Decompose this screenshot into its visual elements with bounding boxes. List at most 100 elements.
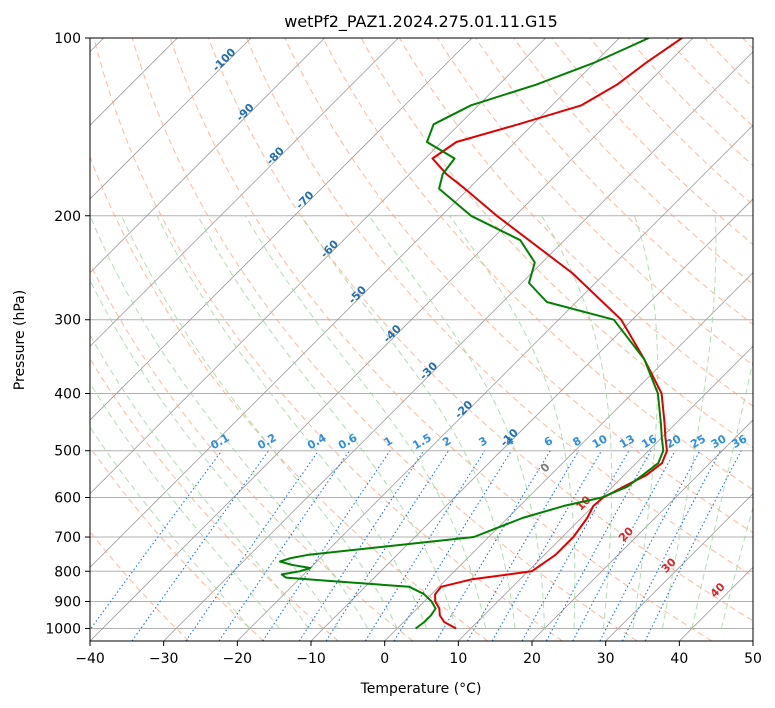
mixing-ratio-line — [185, 450, 320, 641]
dry-adiabat-line — [475, 38, 753, 326]
y-tick-label: 1000 — [45, 621, 81, 637]
y-tick-label: 800 — [54, 564, 81, 580]
mixing-ratio-label: 6 — [542, 434, 555, 449]
moist-adiabat-line — [541, 215, 613, 629]
x-axis-label: Temperature (°C) — [360, 681, 482, 697]
moist-adiabat-line — [90, 279, 339, 629]
isotherm-line — [90, 38, 546, 495]
x-tick-label: −40 — [75, 651, 105, 667]
dry-adiabat-line — [90, 155, 488, 641]
y-tick-label: 400 — [54, 387, 81, 403]
mixing-ratio-line — [621, 450, 721, 641]
x-tick-label: 20 — [523, 651, 541, 667]
mixing-ratio-label: 13 — [617, 432, 637, 451]
moist-adiabat-line — [301, 215, 516, 629]
dry-adiabat-line — [90, 446, 264, 641]
dry-adiabat-line — [589, 38, 753, 206]
dry-adiabat-line — [742, 38, 753, 50]
isotherm-line — [310, 198, 753, 641]
dry-adiabat-line — [513, 38, 753, 285]
moist-adiabat-line — [632, 215, 659, 629]
moist-adiabat-label: 40 — [708, 580, 728, 600]
mixing-ratio-label: 0.1 — [208, 431, 231, 452]
y-axis-label: Pressure (hPa) — [12, 290, 28, 390]
isotherm-line — [90, 38, 694, 641]
mixing-ratio-line — [572, 450, 676, 641]
mixing-ratio-line — [521, 450, 630, 641]
dry-adiabat-line — [208, 38, 753, 622]
mixing-ratio-line — [262, 450, 391, 641]
dry-adiabat-line — [704, 38, 753, 89]
dry-adiabat-line — [246, 38, 753, 578]
isotherm-line — [384, 272, 753, 641]
x-tick-label: 0 — [380, 651, 389, 667]
dry-adiabat-label: -60 — [318, 237, 341, 260]
mixing-ratio-label: 0.4 — [305, 431, 329, 452]
x-tick-label: −10 — [296, 651, 326, 667]
isotherm-line — [90, 38, 252, 200]
dry-adiabat-line — [131, 38, 638, 641]
mixing-ratio-label: 36 — [730, 432, 750, 451]
mixing-ratio-label: 8 — [570, 434, 583, 449]
y-tick-label: 300 — [54, 313, 81, 329]
dry-adiabat-line — [627, 38, 753, 167]
isotherm-line — [90, 38, 399, 347]
y-tick-label: 500 — [54, 444, 81, 460]
y-tick-label: 600 — [54, 490, 81, 506]
dry-adiabat-line — [436, 38, 753, 366]
moist-adiabat-line — [156, 215, 428, 629]
x-tick-label: 30 — [597, 651, 615, 667]
y-tick-label: 900 — [54, 594, 81, 610]
mixing-ratio-line — [325, 450, 450, 641]
dry-adiabat-label: -90 — [234, 101, 257, 124]
mixing-ratio-line — [298, 450, 425, 641]
dry-adiabat-line — [90, 262, 414, 641]
isotherm-line — [531, 419, 753, 641]
moist-adiabat-label: 0 — [538, 460, 553, 475]
moist-adiabat-line — [661, 215, 717, 629]
isotherm-line — [163, 51, 753, 641]
dewpoint-profile-line — [279, 38, 665, 630]
axes: −40 −30 −20 −10 0 10 20 30 40 5010020030040050060… — [45, 31, 762, 667]
dry-adiabat-line — [90, 357, 339, 641]
dry-adiabat-line — [169, 38, 712, 641]
dry-adiabat-line — [360, 38, 753, 449]
chart-title: wetPf2_PAZ1.2024.275.01.11.G15 — [284, 12, 558, 32]
temperature-profile-line — [431, 38, 683, 630]
mixing-ratio-label: 10 — [590, 432, 610, 451]
mixing-ratio-label: 16 — [639, 432, 659, 451]
dry-adiabat-label: -40 — [381, 322, 404, 345]
x-tick-label: 10 — [449, 651, 467, 667]
mixing-ratio-line — [545, 450, 652, 641]
mixing-ratio-label: 0.2 — [255, 431, 278, 452]
mixing-ratio-label: 3 — [476, 434, 489, 449]
dry-adiabat-label: -70 — [293, 188, 316, 211]
mixing-ratio-line — [218, 450, 350, 641]
dry-adiabat-line — [666, 38, 753, 128]
moist-adiabat-line — [90, 215, 369, 629]
moist-adiabat-line — [121, 215, 398, 629]
mixing-ratio-line — [393, 450, 512, 641]
y-tick-label: 700 — [54, 530, 81, 546]
moist-adiabat-line — [368, 215, 545, 629]
mixing-ratio-line — [90, 450, 223, 631]
mixing-ratio-label: 1 — [382, 434, 395, 449]
dry-adiabat-line — [322, 38, 753, 491]
dry-adiabat-label: -80 — [264, 144, 287, 167]
x-tick-label: −30 — [149, 651, 179, 667]
isotherm-line — [90, 38, 325, 274]
isotherm-line — [237, 124, 753, 641]
moist-adiabat-line — [90, 333, 310, 629]
isotherm-line — [458, 345, 753, 641]
mixing-ratio-line — [131, 450, 270, 641]
mixing-ratio-line — [599, 450, 701, 641]
isotherm-line — [752, 640, 753, 641]
isotherm-line — [679, 566, 753, 641]
isotherm-line — [90, 38, 473, 421]
plot-frame — [89, 37, 754, 642]
moist-adiabat-line — [449, 215, 576, 629]
moist-adiabat-line — [90, 426, 251, 629]
x-tick-label: 50 — [744, 651, 762, 667]
isotherm-line — [605, 493, 753, 641]
